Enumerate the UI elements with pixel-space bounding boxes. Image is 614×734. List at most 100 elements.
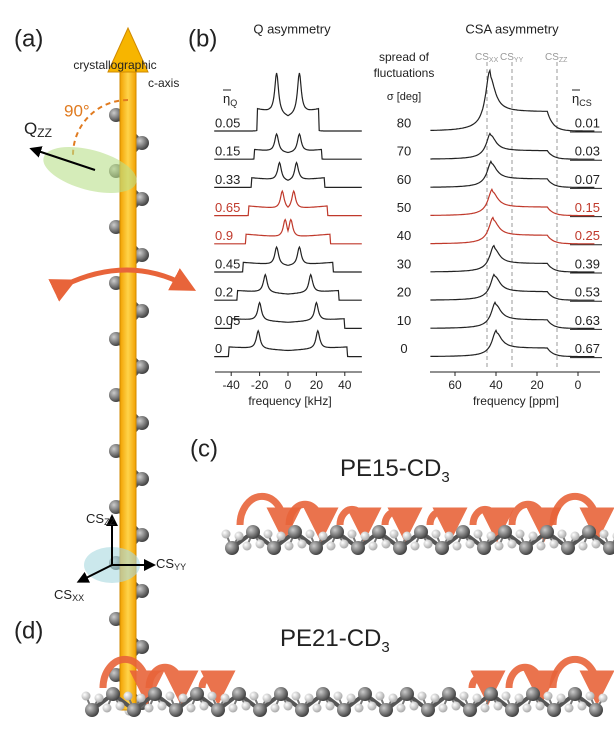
carbon [106,687,120,701]
hydrogen [389,529,399,539]
carbon [135,584,149,598]
csa-spectrum [430,244,595,273]
hydrogen [507,539,517,549]
hydrogen [494,541,504,551]
title-sub: 3 [381,639,389,656]
cs-label: CSXX [54,587,84,603]
hydrogen [94,693,104,703]
hydrogen [528,531,538,541]
hydrogen [465,539,475,549]
carbon [135,304,149,318]
hydrogen [354,703,364,713]
hydrogen [522,703,532,713]
carbon [498,525,512,539]
hydrogen [557,529,567,539]
q-label: QZZ [24,119,52,140]
carbon [484,687,498,701]
carbon [274,687,288,701]
tick-label: 20 [530,378,544,392]
hydrogen [242,541,252,551]
hydrogen [123,691,133,701]
carbon [379,703,393,717]
carbon [295,703,309,717]
carbon [582,525,596,539]
q-spectrum [214,245,362,273]
sigma-value: 70 [397,144,411,159]
sigma-value: 20 [397,285,411,300]
hydrogen [570,531,580,541]
hydrogen [368,541,378,551]
hydrogen [157,701,167,711]
q-spectrum [214,218,362,245]
carbon [288,525,302,539]
cs: CS [54,587,72,602]
tick-label: 40 [338,378,352,392]
hydrogen [410,541,420,551]
carbon [358,687,372,701]
hydrogen [486,531,496,541]
carbon [505,703,519,717]
hydrogen [276,531,286,541]
hydrogen [305,529,315,539]
hydrogen [326,541,336,551]
eta-cs-value: 0.25 [575,228,600,243]
csa-spectrum [430,329,595,358]
eta-cs-value: 0.07 [575,172,600,187]
carbon [309,541,323,555]
angle: 90° [64,101,90,120]
hydrogen [396,703,406,713]
rotation-arrow [505,663,559,706]
hydrogen [417,691,427,701]
hydrogen [234,531,244,541]
hydrogen [270,703,280,713]
carbon [190,687,204,701]
molecule-title: PE21-CD3 [280,625,390,656]
hydrogen [228,703,238,713]
hydrogen [199,701,209,711]
q-spectrum [214,273,362,301]
carbon [135,248,149,262]
c-axis-head [107,26,149,73]
rotation-arrow [336,505,382,543]
tick-label: 20 [310,378,324,392]
hydrogen [102,703,112,713]
carbon [463,703,477,717]
rotation-arrow [381,507,423,543]
x-label: frequency [kHz] [248,394,331,408]
carbon [169,703,183,717]
carbon [603,541,614,555]
sigma-value: 40 [397,228,411,243]
hydrogen [220,693,230,703]
hydrogen [591,539,601,549]
hydrogen [473,529,483,539]
hydrogen [312,703,322,713]
eta-q-value: 0.9 [215,228,233,243]
hydrogen [333,691,343,701]
molecule [221,492,614,555]
carbon [519,541,533,555]
hydrogen [459,691,469,701]
spectra: 0.05 80 0.01 0.15 70 0.03 0.33 60 0.07 0.65 50 0.15… [214,68,602,392]
carbon [211,703,225,717]
plot-title: CSA asymmetry [465,21,559,36]
molecule-title: PE15-CD3 [340,455,450,486]
cs-sub: XX [489,57,499,64]
tick-label: 60 [448,378,462,392]
tick-label: 40 [489,378,503,392]
q-spectrum [214,132,362,160]
hydrogen [381,539,391,549]
eta-q-value: 0.33 [215,172,240,187]
csa-spectrum [430,273,595,301]
hydrogen [325,701,335,711]
cs-label: CSYY [500,52,524,64]
hydrogen [598,693,608,703]
hydrogen [283,701,293,711]
q-spectrum [214,189,362,217]
sigma-value: 30 [397,256,411,271]
hydrogen [430,693,440,703]
csa-spectrum [430,68,595,132]
carbon [561,541,575,555]
hydrogen [262,693,272,703]
eta-q-value: 0.2 [215,285,233,300]
carbon [568,687,582,701]
